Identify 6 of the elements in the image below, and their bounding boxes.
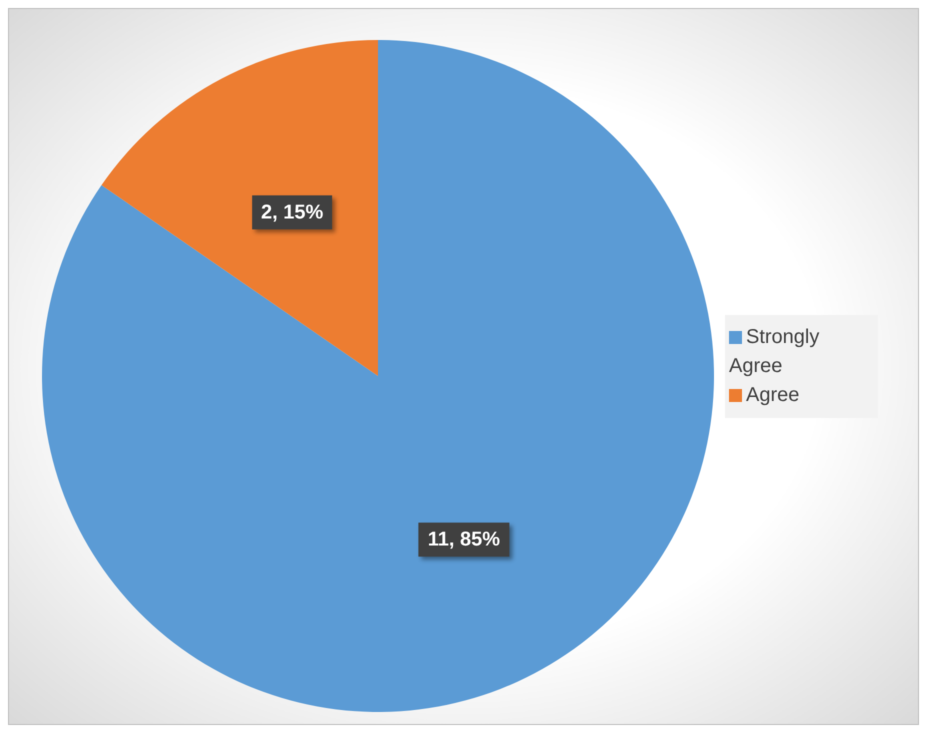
pie-slice [42,40,714,712]
legend-label: Strongly Agree [729,326,820,377]
data-label: 11, 85% [428,528,500,551]
legend-label: Agree [746,384,800,406]
data-label: 2, 15% [260,201,324,224]
pie-slice [101,40,378,376]
